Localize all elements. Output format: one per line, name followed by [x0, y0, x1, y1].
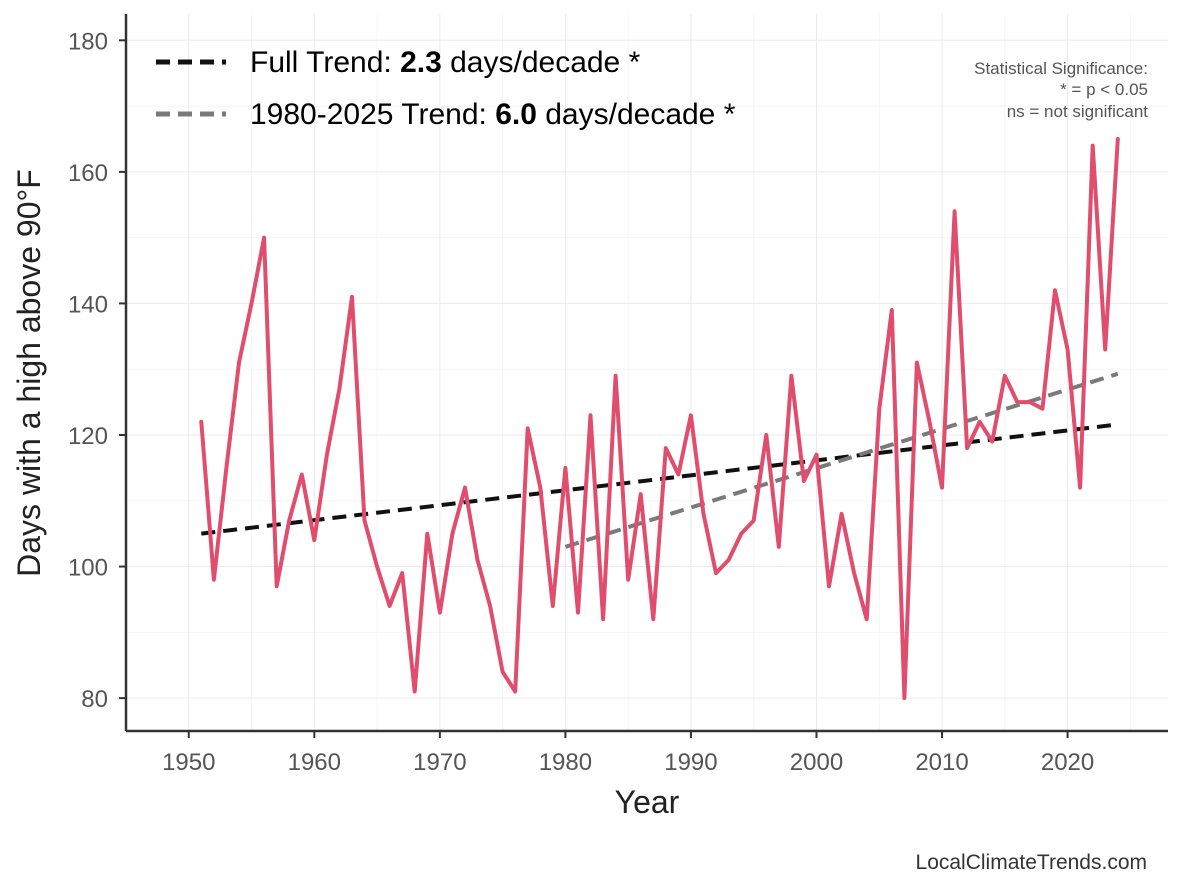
x-tick-label: 1990: [664, 749, 717, 776]
y-tick-label: 160: [68, 160, 108, 187]
x-tick-label: 1950: [162, 749, 215, 776]
recent-trend-line: [564, 371, 1119, 549]
x-gridlines: [188, 14, 1131, 731]
x-tick-label: 1970: [413, 749, 466, 776]
legend-value: 6.0: [495, 98, 537, 131]
legend: Full Trend: 2.3 days/decade *1980-2025 T…: [156, 46, 736, 131]
y-tick-label: 120: [68, 423, 108, 450]
y-tick-label: 100: [68, 555, 108, 582]
data-series: [199, 137, 1120, 701]
legend-label: 1980-2025 Trend:: [250, 98, 495, 131]
significance-note-ns: ns = not significant: [1007, 102, 1149, 121]
series-line: [199, 137, 1120, 701]
x-tick-label: 1960: [288, 749, 341, 776]
y-axis-ticks: 80 100 120 140 160 180: [68, 28, 126, 713]
x-axis-ticks: 1950 1960 1970 1980 1990 2000 2010 2020: [162, 731, 1094, 776]
significance-note-star: * = p < 0.05: [1060, 80, 1148, 99]
y-tick-label: 140: [68, 291, 108, 318]
significance-note-title: Statistical Significance:: [974, 59, 1148, 78]
legend-unit: days/decade *: [537, 98, 736, 131]
x-tick-label: 1980: [539, 749, 592, 776]
legend-entry: Full Trend: 2.3 days/decade *: [250, 46, 641, 79]
y-tick-label: 80: [81, 686, 108, 713]
x-axis-title: Year: [615, 784, 680, 820]
significance-note: Statistical Significance: * = p < 0.05 n…: [974, 59, 1148, 121]
source-caption: LocalClimateTrends.com: [916, 851, 1147, 874]
trend-lines: [201, 371, 1119, 549]
y-tick-label: 180: [68, 28, 108, 55]
legend-unit: days/decade *: [442, 46, 641, 79]
x-tick-label: 2000: [790, 749, 843, 776]
legend-value: 2.3: [400, 46, 442, 79]
legend-entry: 1980-2025 Trend: 6.0 days/decade *: [250, 98, 736, 131]
axes: [124, 14, 1168, 733]
y-axis-title: Days with a high above 90°F: [11, 169, 47, 577]
x-tick-label: 2020: [1041, 749, 1094, 776]
legend-label: Full Trend:: [250, 46, 400, 79]
x-tick-label: 2010: [915, 749, 968, 776]
